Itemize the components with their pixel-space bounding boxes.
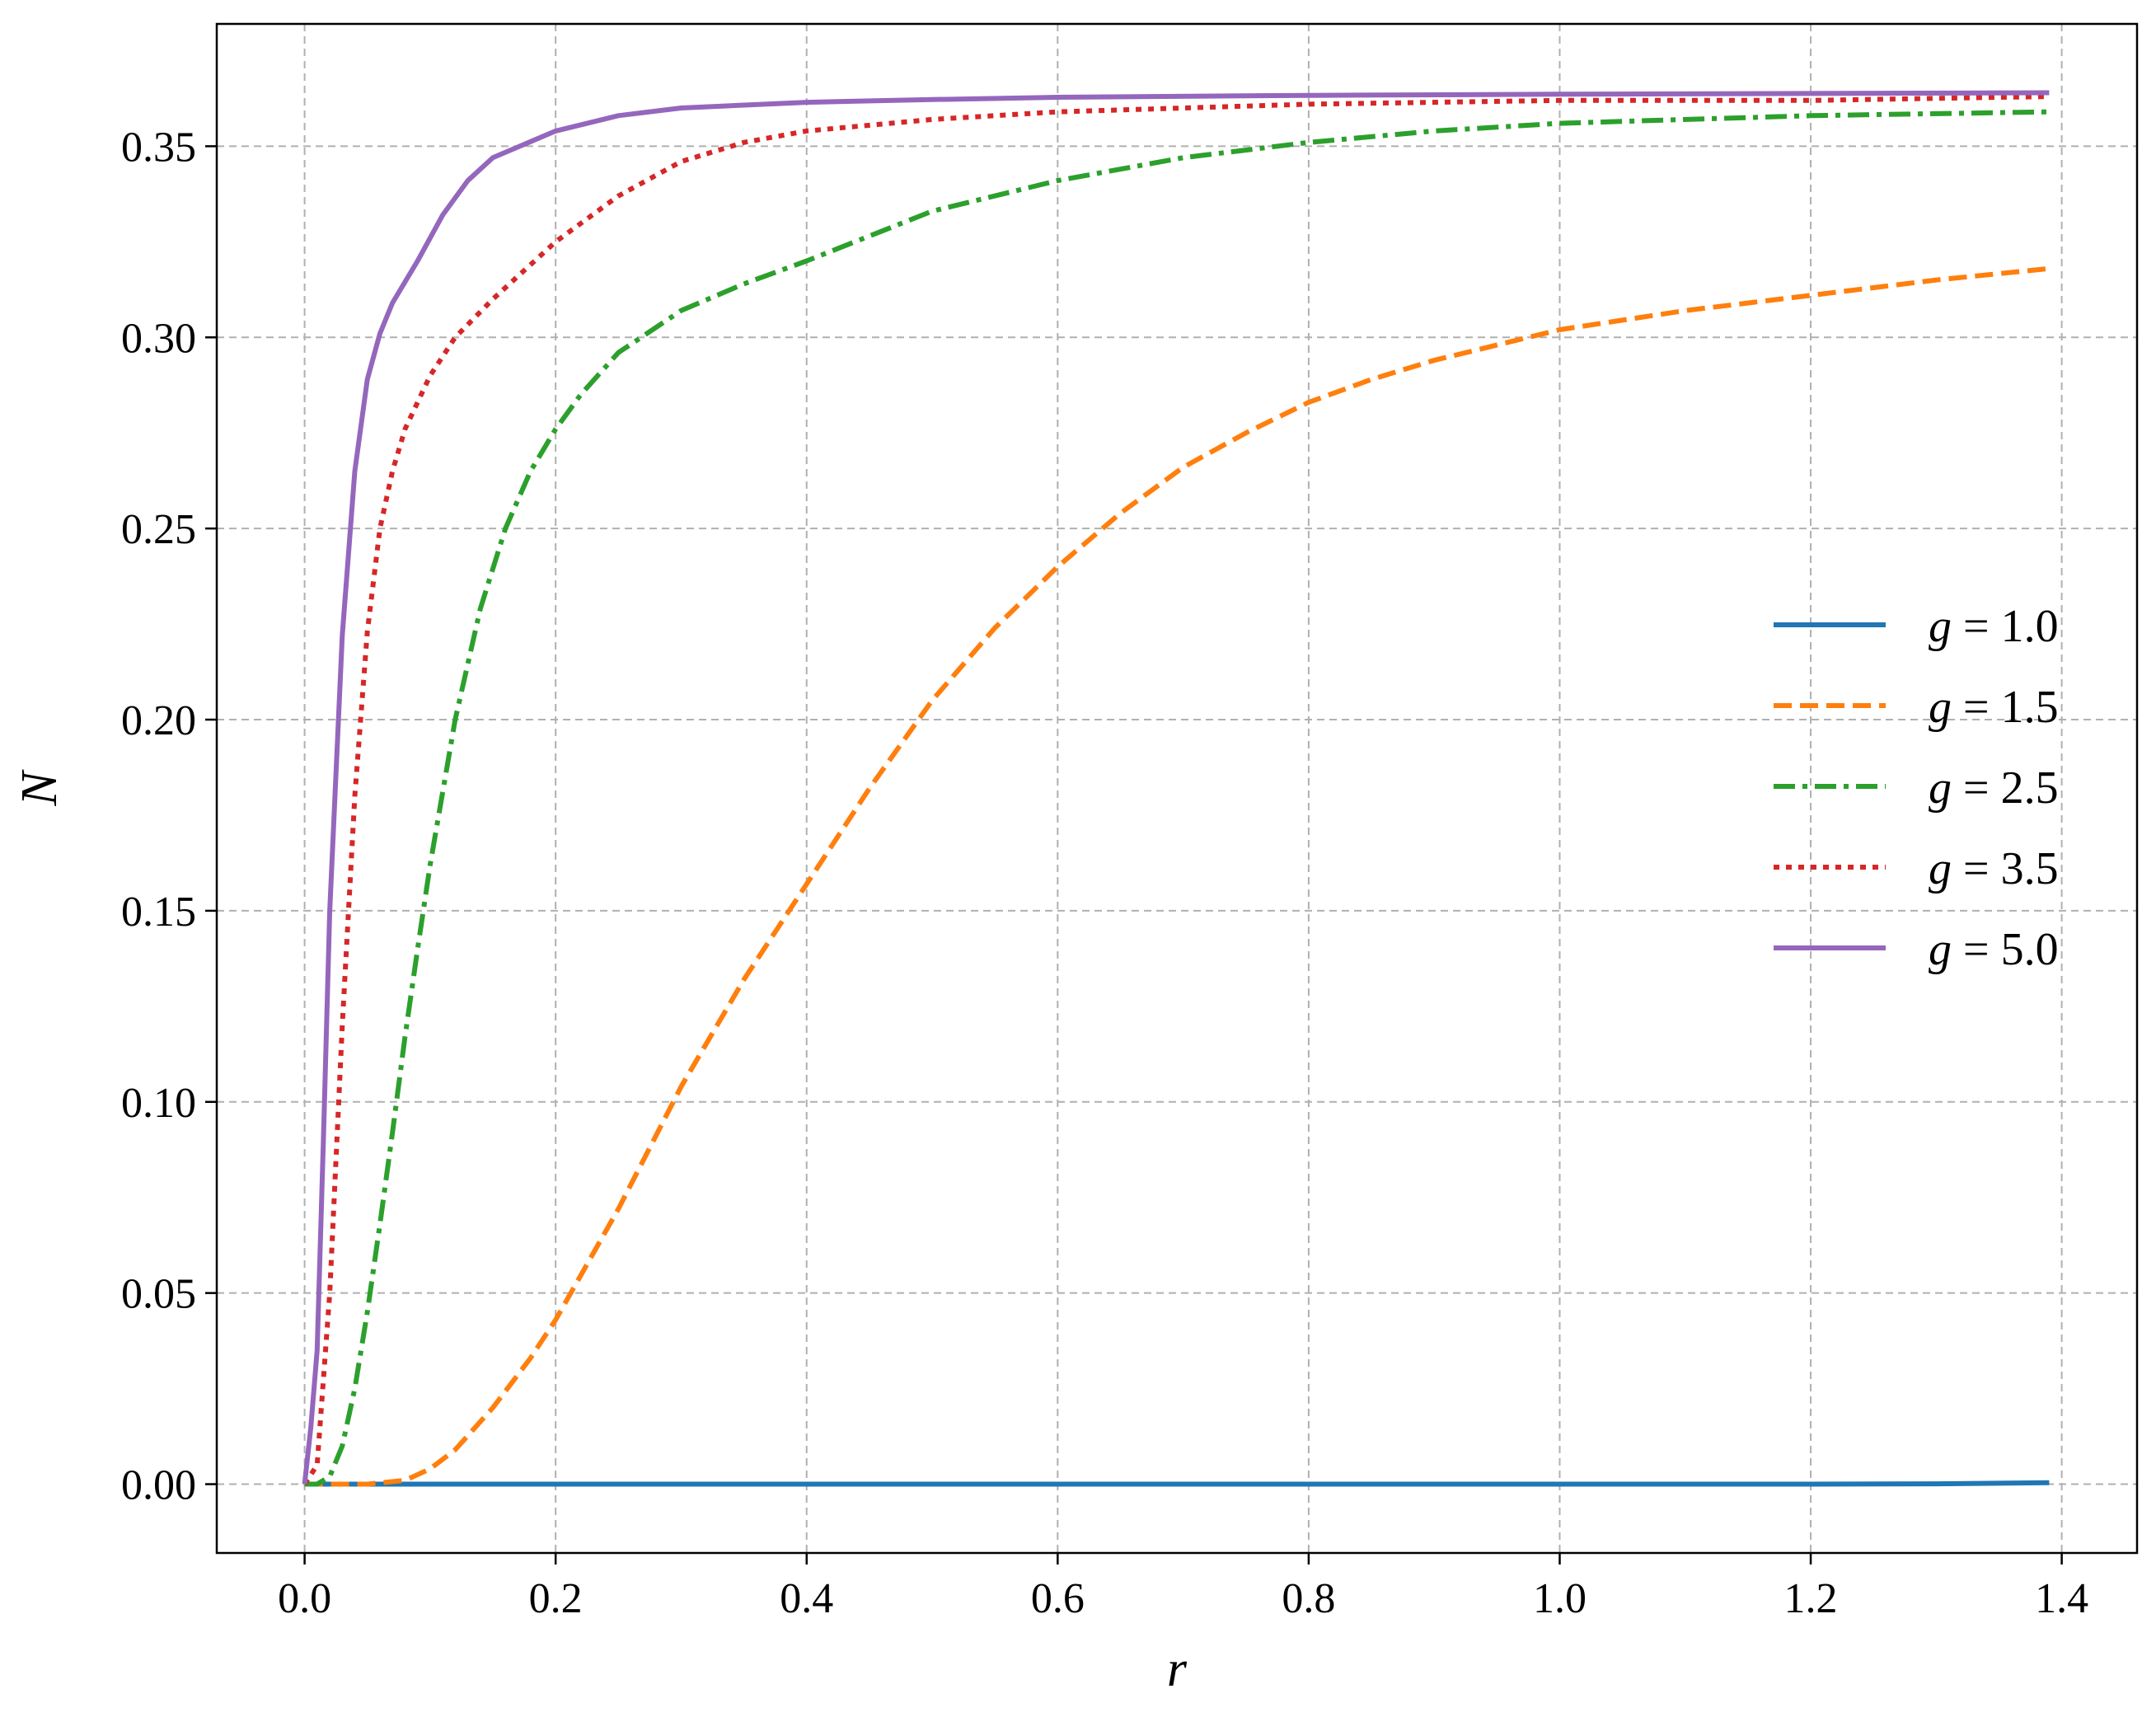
legend-label-1: g = 1.0 xyxy=(1929,601,2059,652)
y-tick-label: 0.30 xyxy=(121,315,196,362)
x-tick-label: 0.2 xyxy=(529,1575,583,1622)
x-tick-label: 1.2 xyxy=(1784,1575,1838,1622)
series-line-5 xyxy=(302,90,2050,1485)
series-line-3 xyxy=(304,109,2050,1487)
plot-frame xyxy=(215,22,2139,1555)
legend-label-4: g = 3.5 xyxy=(1929,843,2059,894)
legend-label-2: g = 1.5 xyxy=(1929,682,2059,733)
y-tick-label: 0.00 xyxy=(121,1462,196,1509)
y-tick-label: 0.20 xyxy=(121,697,196,744)
x-axis-label: r xyxy=(1167,1641,1188,1697)
y-tick-label: 0.10 xyxy=(121,1080,196,1127)
x-tick-label: 0.6 xyxy=(1031,1575,1085,1622)
x-axis-ticks: 0.0 0.2 0.4 0.6 0.8 1.0 1.2 1.4 xyxy=(278,1553,2088,1622)
y-tick-label: 0.25 xyxy=(121,506,196,553)
grid xyxy=(217,24,2137,1553)
legend-label-3: g = 2.5 xyxy=(1929,762,2059,814)
x-tick-label: 1.0 xyxy=(1533,1575,1587,1622)
series-line-1 xyxy=(304,1480,2050,1487)
x-tick-label: 0.0 xyxy=(278,1575,331,1622)
series-line-4 xyxy=(302,94,2050,1486)
series-lines xyxy=(302,90,2050,1487)
y-axis-ticks: 0.00 0.05 0.10 0.15 0.20 0.25 0.30 0.35 xyxy=(121,124,217,1509)
plot-background xyxy=(217,24,2137,1553)
x-tick-label: 0.8 xyxy=(1282,1575,1335,1622)
y-tick-label: 0.35 xyxy=(121,124,196,171)
series-line-2 xyxy=(304,265,2050,1487)
x-tick-label: 0.4 xyxy=(780,1575,833,1622)
legend-label-5: g = 5.0 xyxy=(1929,924,2059,975)
x-tick-label: 1.4 xyxy=(2035,1575,2088,1622)
y-tick-label: 0.05 xyxy=(121,1271,196,1318)
y-axis-label: N xyxy=(12,769,68,807)
legend: g = 1.0 g = 1.5 g = 2.5 g = 3.5 g = 5.0 xyxy=(1774,601,2059,975)
y-tick-label: 0.15 xyxy=(121,889,196,936)
